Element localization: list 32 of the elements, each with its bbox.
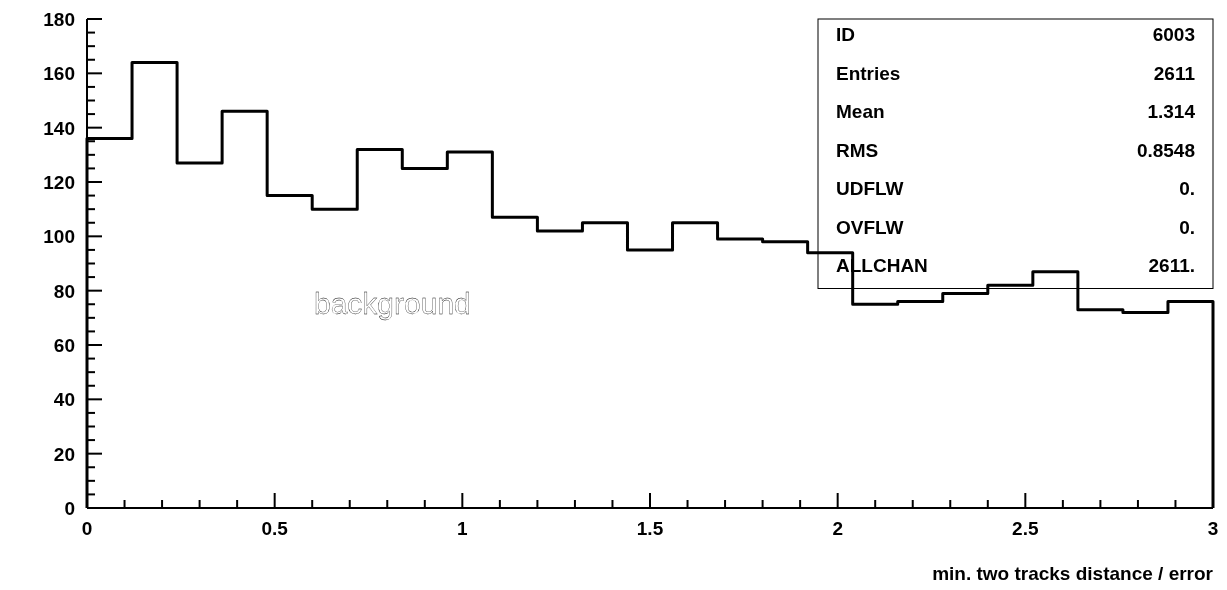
x-tick-label: 3 (1207, 518, 1219, 539)
x-axis-title: min. two tracks distance / error (932, 563, 1214, 584)
x-tick-label: 0 (81, 518, 93, 539)
y-tick-label: 40 (53, 389, 75, 411)
annotation: OVFLW (836, 216, 904, 238)
x-tick-label: 1.5 (636, 518, 664, 539)
annotation: Entries (836, 62, 901, 84)
y-tick-label: 120 (43, 172, 75, 193)
x-tick-label: 2.5 (1012, 518, 1039, 539)
x-tick-label: 0.5 (261, 518, 289, 539)
annotation: 6003 (1152, 24, 1195, 45)
y-tick-label: 140 (43, 117, 75, 139)
annotation: 0.8548 (1136, 139, 1195, 161)
annotation: ID (836, 24, 855, 45)
annotation: 0. (1179, 216, 1195, 238)
y-tick-label: 60 (53, 335, 75, 356)
y-tick-label: 20 (53, 443, 75, 465)
x-tick-label: 1 (457, 518, 469, 539)
annotation: 0. (1179, 178, 1195, 199)
y-tick-label: 0 (64, 498, 75, 519)
annotation: UDFLW (836, 178, 904, 199)
annotation: background (314, 287, 471, 320)
annotation: 2611. (1148, 255, 1195, 276)
y-tick-label: 100 (43, 226, 75, 248)
y-tick-label: 80 (53, 280, 75, 302)
annotation: Mean (836, 101, 885, 122)
x-tick-label: 2 (832, 518, 843, 539)
annotation: 1.314 (1147, 101, 1196, 122)
annotation: 2611 (1153, 62, 1196, 84)
y-tick-label: 160 (43, 63, 75, 85)
annotation: RMS (836, 139, 879, 161)
y-tick-label: 180 (43, 9, 75, 30)
